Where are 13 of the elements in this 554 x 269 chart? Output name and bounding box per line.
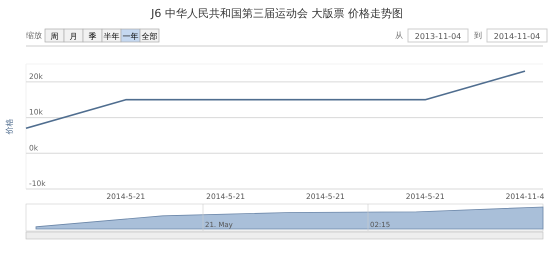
y-axis-title: 价格 xyxy=(5,118,14,136)
text: 月 xyxy=(70,32,78,41)
text: 周 xyxy=(50,32,58,41)
chart-title: J6 中华人民共和国第三届运动会 大版票 价格走势图 xyxy=(150,7,403,20)
text: 从 xyxy=(395,31,403,40)
text: 到 xyxy=(474,31,482,40)
text: 缩放 xyxy=(26,31,42,40)
text: 半年 xyxy=(104,32,120,41)
text: 季 xyxy=(88,32,96,41)
text: 2013-11-04 xyxy=(414,32,462,41)
text: 2014-11-04 xyxy=(494,32,540,41)
text: 全部 xyxy=(142,32,158,41)
text: 一年 xyxy=(122,32,138,41)
